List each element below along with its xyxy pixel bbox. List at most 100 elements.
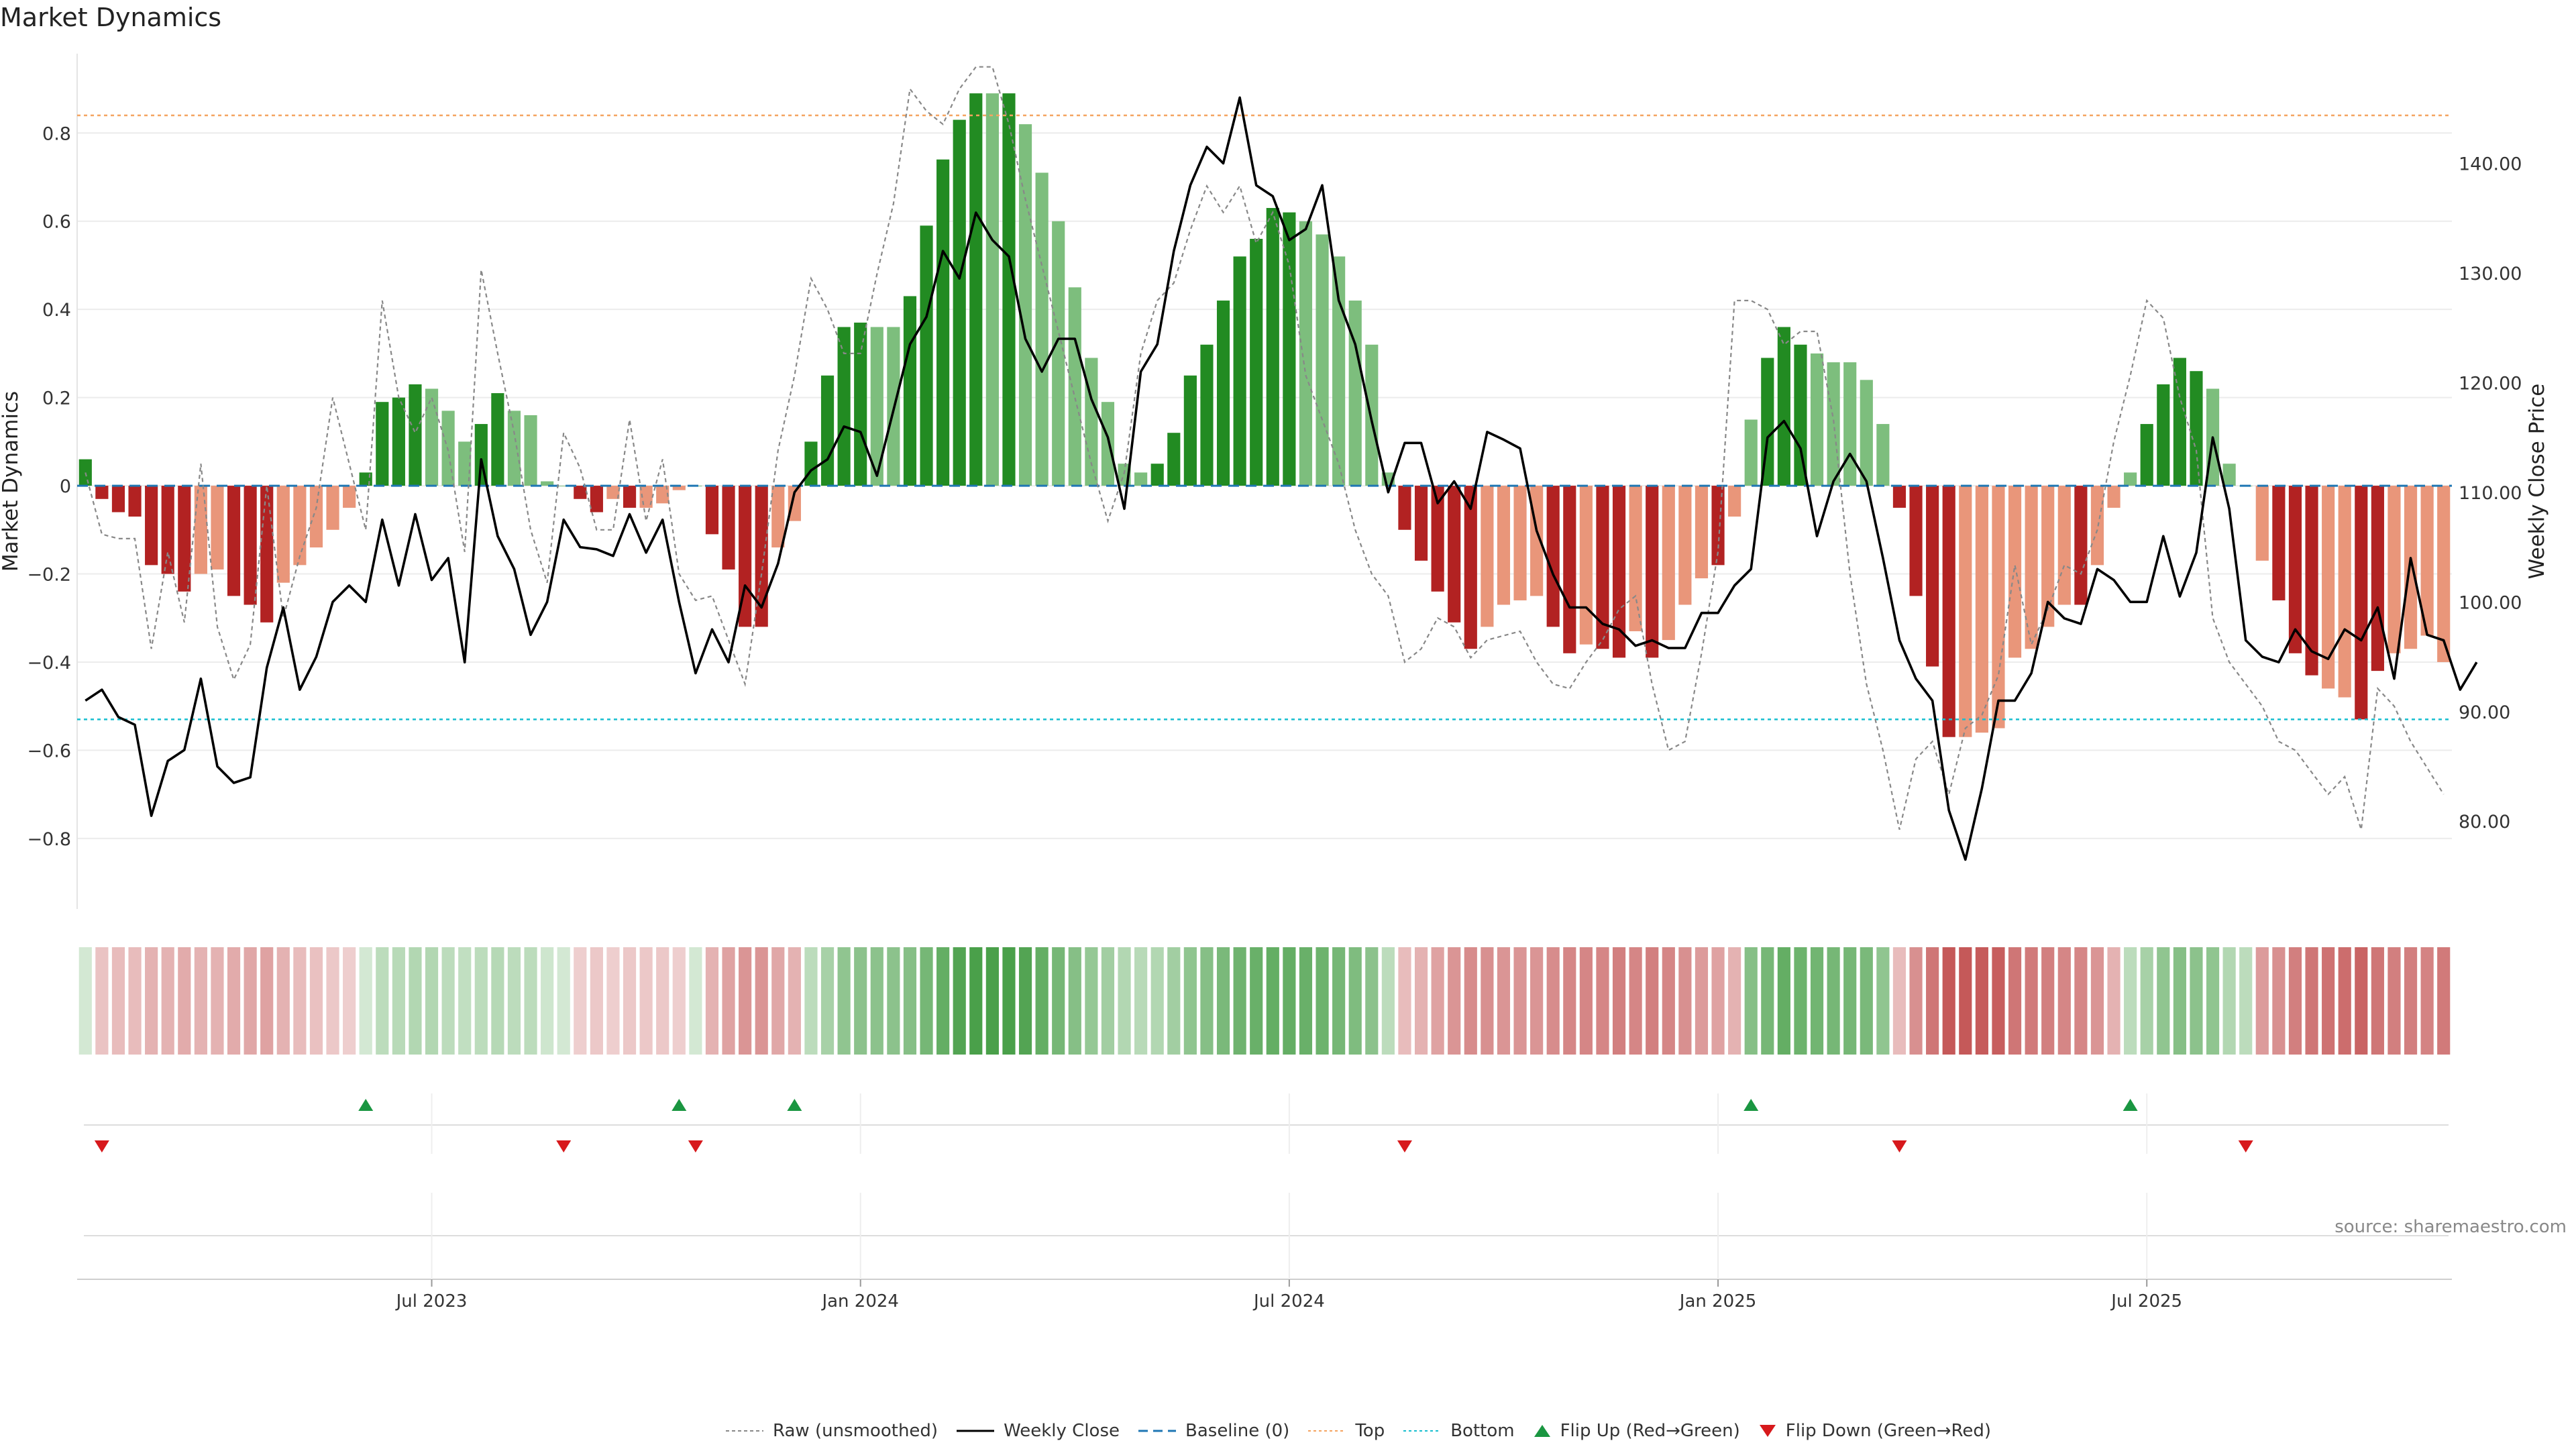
dynamics-bar xyxy=(78,459,92,486)
heat-strip-cell xyxy=(309,947,323,1055)
dynamics-bar xyxy=(194,486,207,574)
heat-strip-cell xyxy=(854,947,867,1055)
legend-item-top: Top xyxy=(1307,1421,1385,1441)
flip-up-marker xyxy=(1743,1099,1759,1111)
heat-strip-cell xyxy=(903,947,917,1055)
dynamics-bar xyxy=(1002,93,1016,486)
dynamics-bar xyxy=(161,486,174,574)
dynamics-bar xyxy=(1794,344,1807,486)
dynamics-bar xyxy=(903,296,917,486)
heat-strip-cell xyxy=(2355,947,2368,1055)
heat-strip-cell xyxy=(557,947,570,1055)
dynamics-bar xyxy=(1398,486,1411,530)
dynamics-bar xyxy=(1150,464,1164,486)
dynamics-bar xyxy=(1068,287,1081,486)
dynamics-bar xyxy=(244,486,257,605)
dynamics-bar xyxy=(788,486,801,521)
heat-strip-cell xyxy=(574,947,587,1055)
heat-strip-cell xyxy=(2008,947,2022,1055)
legend-item-flip-up: Flip Up (Red→Green) xyxy=(1532,1421,1740,1441)
dynamics-bar xyxy=(722,486,735,570)
heat-strip-cell xyxy=(2239,947,2253,1055)
dynamics-bar xyxy=(326,486,339,530)
dynamics-bar xyxy=(1942,486,1955,737)
dynamics-bar xyxy=(2107,486,2121,508)
dynamics-bar xyxy=(1827,362,1840,486)
dynamics-bar xyxy=(111,486,125,513)
heat-strip-cell xyxy=(739,947,752,1055)
heat-strip-cell xyxy=(639,947,653,1055)
flip-down-marker xyxy=(556,1140,572,1152)
left-tick-label: 0.6 xyxy=(42,212,71,233)
legend-close-swatch xyxy=(957,1430,995,1432)
right-axis-title: Weekly Close Price xyxy=(2525,384,2549,580)
dynamics-bar xyxy=(293,486,307,566)
heat-strip-cell xyxy=(1118,947,1131,1055)
flip-up-marker xyxy=(672,1099,687,1111)
left-tick-label: −0.4 xyxy=(27,653,71,674)
flip-down-icon xyxy=(1759,1425,1776,1437)
dynamics-bar xyxy=(1612,486,1626,658)
dynamics-bar xyxy=(392,397,405,486)
heat-strip-cell xyxy=(2041,947,2055,1055)
dynamics-bar xyxy=(1365,344,1379,486)
heat-strip-cell xyxy=(2272,947,2286,1055)
heat-strip-cell xyxy=(1448,947,1461,1055)
heat-strip-cell xyxy=(1530,947,1544,1055)
dynamics-bars xyxy=(78,93,2451,737)
heat-strip-cell xyxy=(1183,947,1197,1055)
heat-strip-cell xyxy=(705,947,719,1055)
heat-strip-cell xyxy=(1992,947,2005,1055)
heat-strip-cell xyxy=(1398,947,1411,1055)
heat-strip-cell xyxy=(1860,947,1873,1055)
dynamics-bar xyxy=(1892,486,1907,508)
dynamics-bar xyxy=(969,93,983,486)
tick-labels: 0.8 0.6 0.4 0.2 0 −0.2 −0.4 −0.6 −0.8 140.00 130.0… xyxy=(0,123,2549,1311)
heat-strip-cell xyxy=(1678,947,1692,1055)
dynamics-bar xyxy=(2090,486,2104,566)
dynamics-bar xyxy=(145,486,158,566)
heat-strip-cell xyxy=(111,947,125,1055)
heat-strip-cell xyxy=(2206,947,2220,1055)
right-tick-label: 80.00 xyxy=(2459,812,2510,833)
heat-strip-cell xyxy=(2420,947,2434,1055)
heat-strip-cell xyxy=(161,947,174,1055)
heat-strip-cell xyxy=(820,947,835,1055)
heat-strip-cell xyxy=(1546,947,1560,1055)
dynamics-bar xyxy=(837,327,851,486)
heat-strip-cell xyxy=(2404,947,2418,1055)
dynamics-bar xyxy=(1810,353,1824,486)
dynamics-bar xyxy=(1546,486,1560,627)
heat-strip-cell xyxy=(524,947,537,1055)
heat-strip-cell xyxy=(128,947,142,1055)
heat-strip-cell xyxy=(276,947,290,1055)
dynamics-bar xyxy=(2371,486,2384,672)
heat-strip-cell xyxy=(1431,947,1444,1055)
dynamics-bar xyxy=(953,119,966,486)
heat-strip-cell xyxy=(2157,947,2170,1055)
dynamics-bar xyxy=(1843,362,1857,486)
heat-strip-cell xyxy=(1332,947,1346,1055)
dynamics-bar xyxy=(425,388,439,486)
heat-strip-cell xyxy=(936,947,950,1055)
flip-down-marker xyxy=(1397,1140,1412,1152)
dynamics-bar xyxy=(178,486,191,592)
heat-strip-cell xyxy=(1299,947,1313,1055)
legend-bottom-swatch xyxy=(1403,1430,1442,1432)
heat-strip-cell xyxy=(95,947,109,1055)
heat-strip-cell xyxy=(1497,947,1511,1055)
heat-strip-cell xyxy=(2322,947,2335,1055)
dynamics-bar xyxy=(2420,486,2434,636)
heat-strip-cell xyxy=(1892,947,1907,1055)
heat-strip-cell xyxy=(2190,947,2203,1055)
dynamics-bar xyxy=(1579,486,1593,645)
heat-strip-cell xyxy=(2305,947,2318,1055)
right-tick-label: 140.00 xyxy=(2459,154,2522,174)
dynamics-bar xyxy=(2025,486,2038,649)
left-tick-label: −0.8 xyxy=(27,829,71,850)
heat-strip-cell xyxy=(2090,947,2104,1055)
heat-strip-cell xyxy=(507,947,521,1055)
dynamics-bar xyxy=(2057,486,2071,605)
heat-strip-cell xyxy=(2288,947,2302,1055)
dynamics-bar xyxy=(376,402,389,486)
